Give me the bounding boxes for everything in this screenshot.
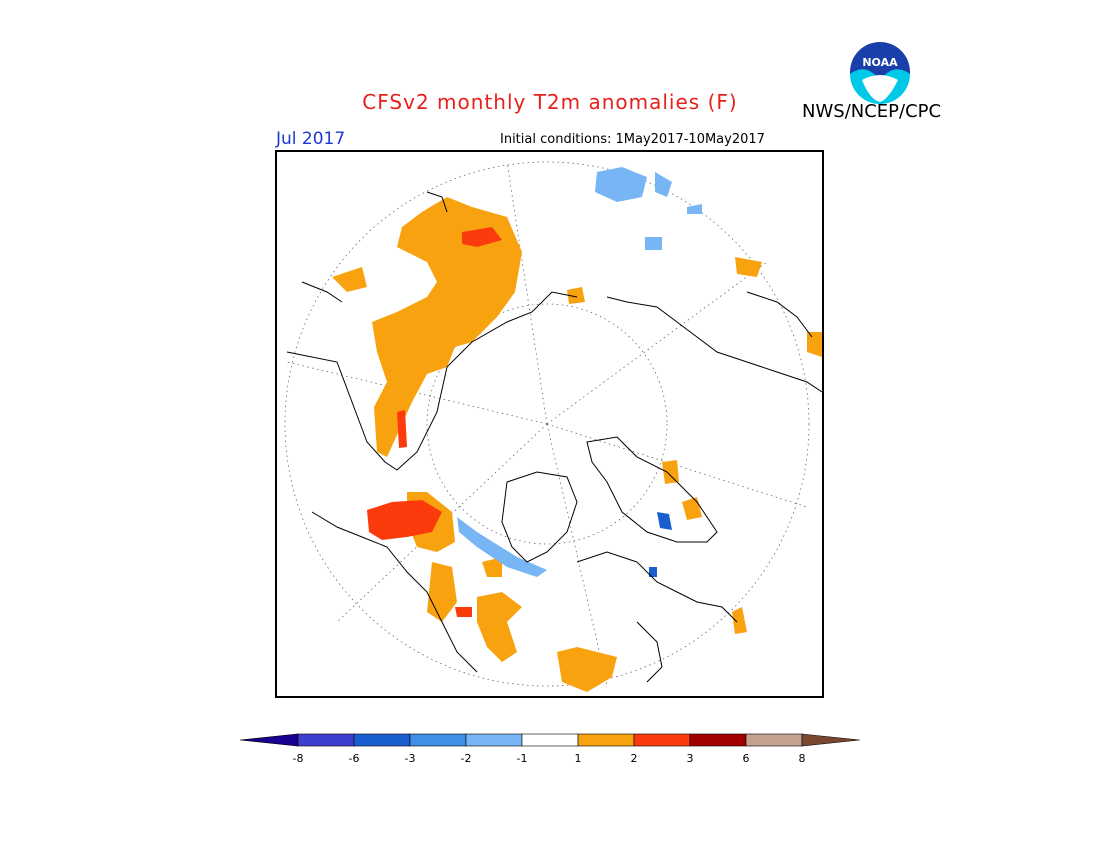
colorbar-swatch — [297, 733, 355, 747]
anomaly-warm-2-3 — [367, 227, 502, 617]
colorbar-swatch — [465, 733, 523, 747]
colorbar-swatches — [239, 733, 861, 747]
colorbar-label: -1 — [516, 752, 528, 765]
colorbar-label: -6 — [348, 752, 360, 765]
graticule — [284, 161, 810, 687]
colorbar-swatch-min — [239, 733, 299, 747]
colorbar-swatch-max — [801, 733, 861, 747]
colorbar-swatch — [409, 733, 467, 747]
colorbar-label: -3 — [404, 752, 416, 765]
map-title: CFSv2 monthly T2m anomalies (F) — [362, 90, 738, 114]
noaa-logo: NOAA — [848, 40, 912, 104]
colorbar-swatch — [577, 733, 635, 747]
coastlines — [286, 191, 822, 683]
polar-map — [275, 150, 824, 698]
colorbar-swatch — [633, 733, 691, 747]
colorbar-label: -2 — [460, 752, 472, 765]
initial-conditions: Initial conditions: 1May2017-10May2017 — [500, 132, 765, 147]
colorbar-label: 6 — [742, 752, 750, 765]
agency-label: NWS/NCEP/CPC — [802, 101, 942, 122]
anomaly-cool-1-2 — [457, 167, 702, 577]
forecast-month: Jul 2017 — [276, 129, 346, 149]
colorbar-label: 2 — [630, 752, 638, 765]
colorbar-swatch — [353, 733, 411, 747]
colorbar-swatch — [689, 733, 747, 747]
colorbar-label: 3 — [686, 752, 694, 765]
anomaly-cool-3-6 — [649, 512, 672, 577]
colorbar-label: 1 — [574, 752, 582, 765]
noaa-logo-text: NOAA — [862, 56, 898, 69]
colorbar-swatch — [745, 733, 803, 747]
colorbar-label: -8 — [292, 752, 304, 765]
anomaly-warm-1-2 — [332, 197, 822, 692]
colorbar: -8 -6 -3 -2 -1 1 2 3 6 8 — [239, 730, 861, 770]
colorbar-label: 8 — [798, 752, 806, 765]
colorbar-swatch — [521, 733, 579, 747]
